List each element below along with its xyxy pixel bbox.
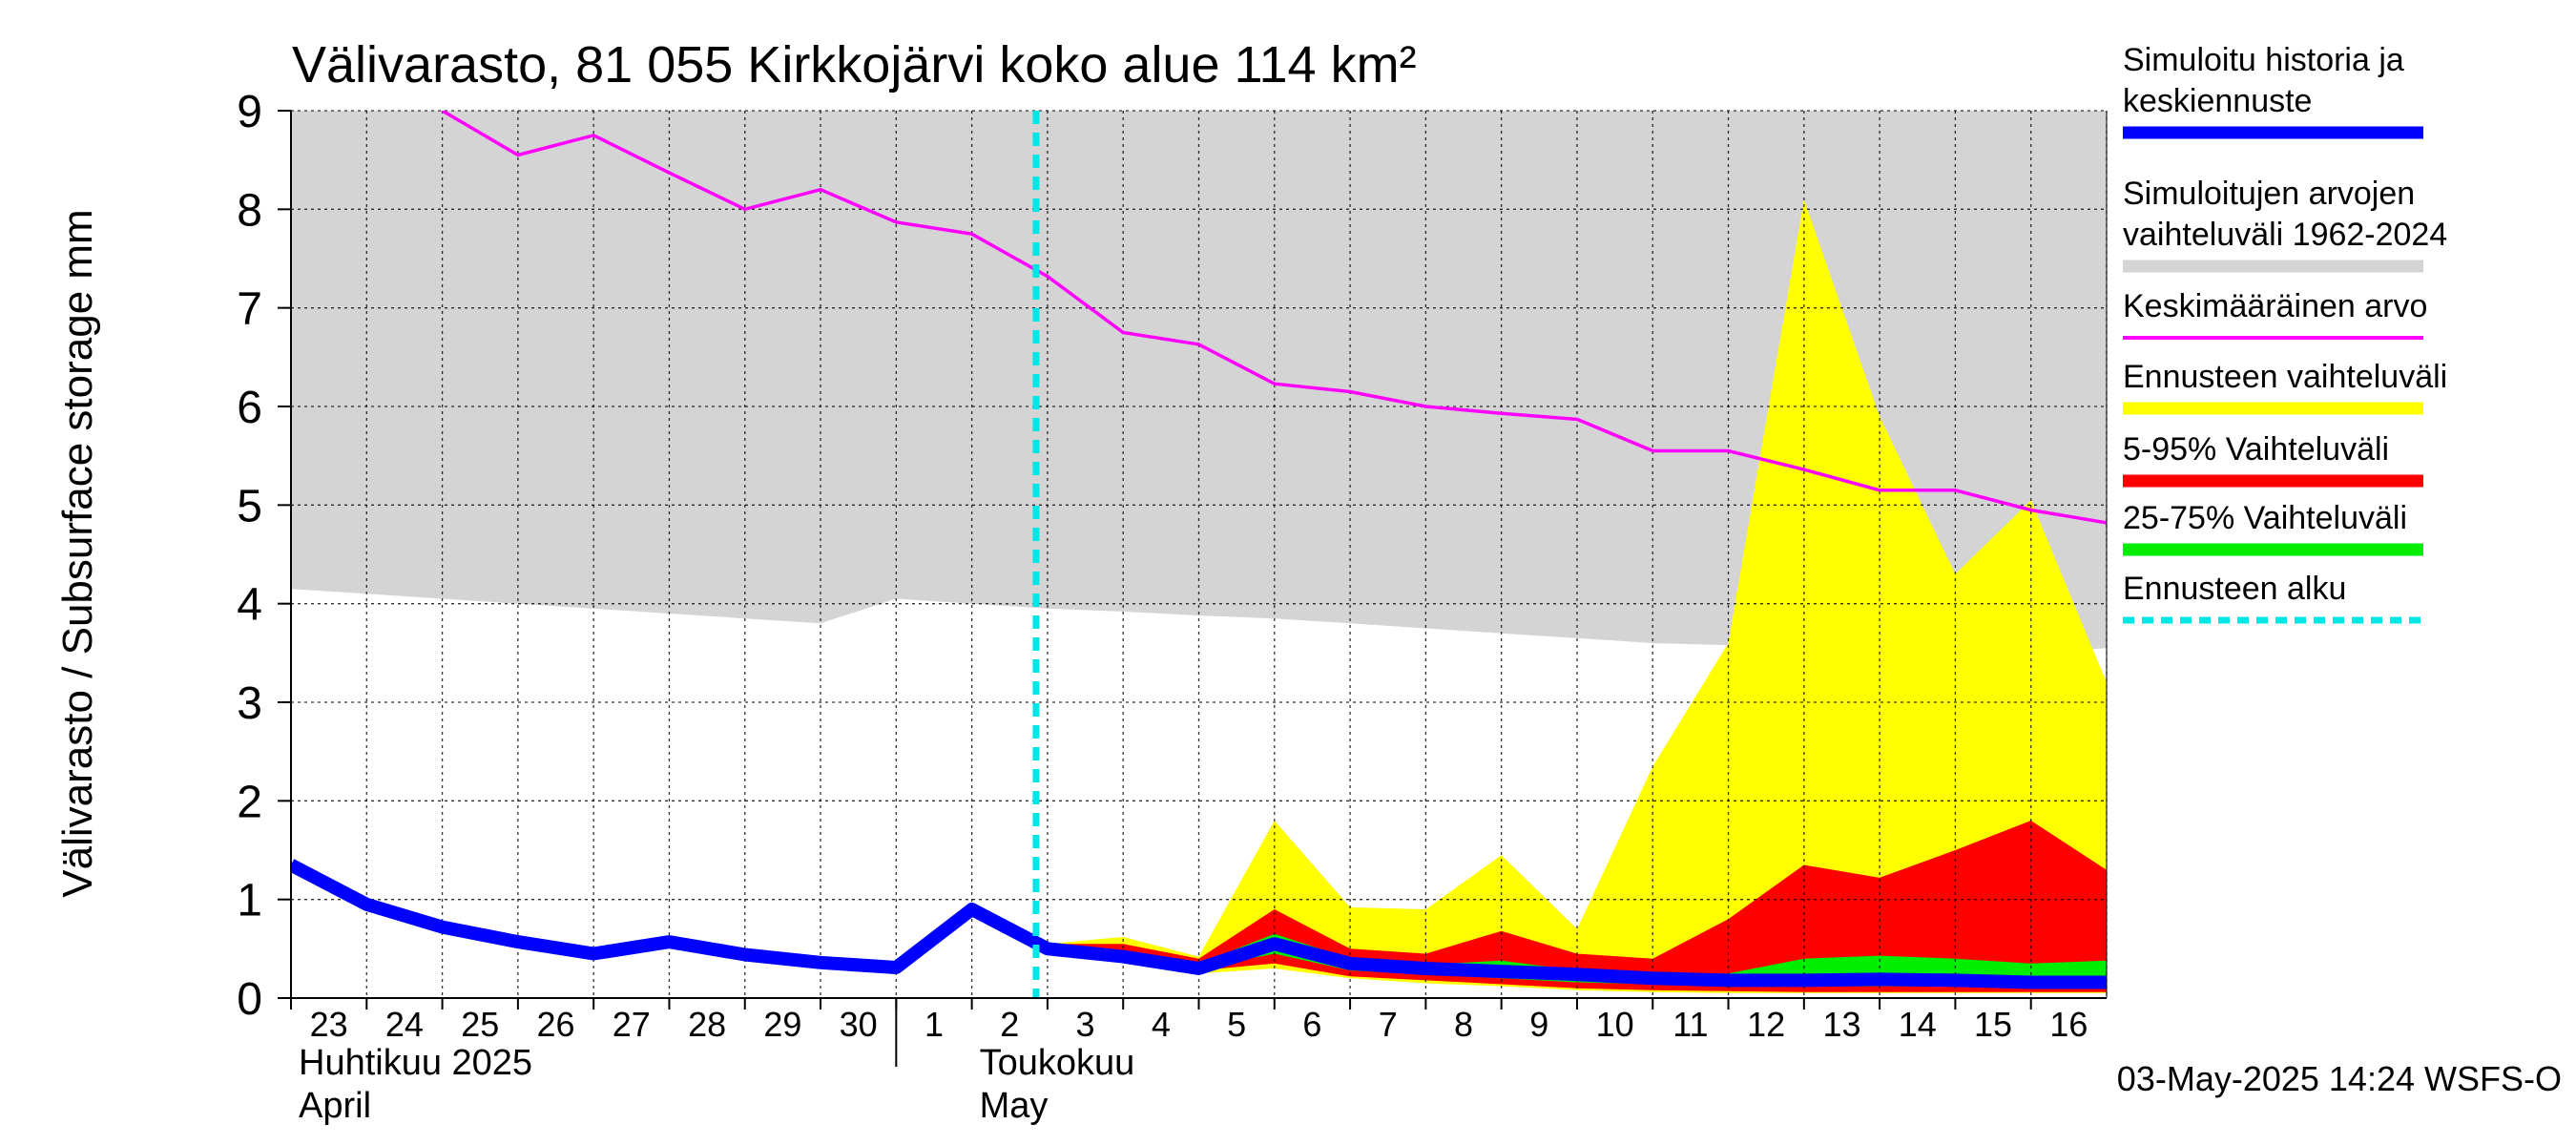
mean-line — [441, 111, 2107, 525]
y-tick-label: 7 — [237, 284, 262, 335]
x-tick-label: 6 — [1302, 1005, 1321, 1044]
y-tick-label: 2 — [237, 777, 262, 827]
x-tick-label: 12 — [1747, 1005, 1785, 1044]
legend-label-simuloitujen-arvojen: Simuloitujen arvojen — [2123, 176, 2415, 212]
legend: Simuloitu historia ja keskiennuste Simuloi… — [2123, 42, 2447, 624]
x-tick-label: 30 — [840, 1005, 878, 1044]
legend-label-ennusteen-alku: Ennusteen alku — [2123, 571, 2346, 607]
x-tick-label: 24 — [385, 1005, 424, 1044]
legend-label-ennusteen-vaihteluv-li: Ennusteen vaihteluväli — [2123, 359, 2447, 395]
plot-lines — [291, 111, 2107, 998]
legend-label-5-95-vaihteluv-li: 5-95% Vaihteluväli — [2123, 431, 2389, 468]
y-tick-label: 8 — [237, 185, 262, 236]
x-tick-label: 10 — [1596, 1005, 1634, 1044]
y-tick-label: 3 — [237, 678, 262, 729]
x-tick-label: 28 — [688, 1005, 726, 1044]
x-tick-label: 13 — [1822, 1005, 1860, 1044]
x-tick-label: 5 — [1227, 1005, 1246, 1044]
x-tick-label: 4 — [1152, 1005, 1171, 1044]
footer-timestamp: 03-May-2025 14:24 WSFS-O — [2117, 1059, 2562, 1098]
x-tick-label: 14 — [1899, 1005, 1937, 1044]
month-label-en: April — [299, 1086, 371, 1126]
y-tick-label: 4 — [237, 580, 262, 631]
band-ennusteen-vaihteluv-li — [1047, 199, 2107, 993]
median-forecast-line — [291, 859, 2107, 989]
x-tick-label: 1 — [924, 1005, 944, 1044]
x-tick-label: 9 — [1529, 1005, 1548, 1044]
x-tick-label: 7 — [1379, 1005, 1398, 1044]
y-tick-label: 9 — [237, 87, 262, 137]
y-tick-label: 5 — [237, 481, 262, 531]
x-tick-label: 2 — [1000, 1005, 1019, 1044]
x-tick-label: 26 — [536, 1005, 574, 1044]
x-tick-label: 25 — [461, 1005, 499, 1044]
y-axis-label: Välivarasto / Subsurface storage mm — [54, 209, 101, 897]
chart-title: Välivarasto, 81 055 Kirkkojärvi koko alu… — [292, 36, 1417, 94]
legend-label-simuloitujen-arvojen: vaihteluväli 1962-2024 — [2123, 217, 2447, 253]
x-tick-label: 29 — [763, 1005, 801, 1044]
month-label-en: May — [980, 1086, 1049, 1126]
x-tick-label: 3 — [1076, 1005, 1095, 1044]
legend-label-simuloitu-historia-ja: Simuloitu historia ja — [2123, 42, 2404, 78]
plot-grid — [290, 110, 2108, 999]
y-tick-label: 6 — [237, 383, 262, 433]
month-label-fi: Huhtikuu 2025 — [299, 1043, 532, 1083]
y-tick-label: 0 — [237, 974, 262, 1025]
x-tick-label: 8 — [1454, 1005, 1473, 1044]
x-tick-label: 27 — [613, 1005, 651, 1044]
x-tick-label: 23 — [310, 1005, 348, 1044]
month-label-fi: Toukokuu — [980, 1043, 1135, 1083]
x-tick-label: 11 — [1672, 1005, 1708, 1044]
legend-label-25-75-vaihteluv-li: 25-75% Vaihteluväli — [2123, 500, 2407, 536]
x-tick-label: 15 — [1974, 1005, 2012, 1044]
legend-label-keskim-r-inen-arvo: Keskimääräinen arvo — [2123, 288, 2427, 324]
x-tick-label: 16 — [2049, 1005, 2088, 1044]
legend-label-simuloitu-historia-ja: keskiennuste — [2123, 83, 2312, 119]
y-tick-label: 1 — [237, 876, 262, 926]
